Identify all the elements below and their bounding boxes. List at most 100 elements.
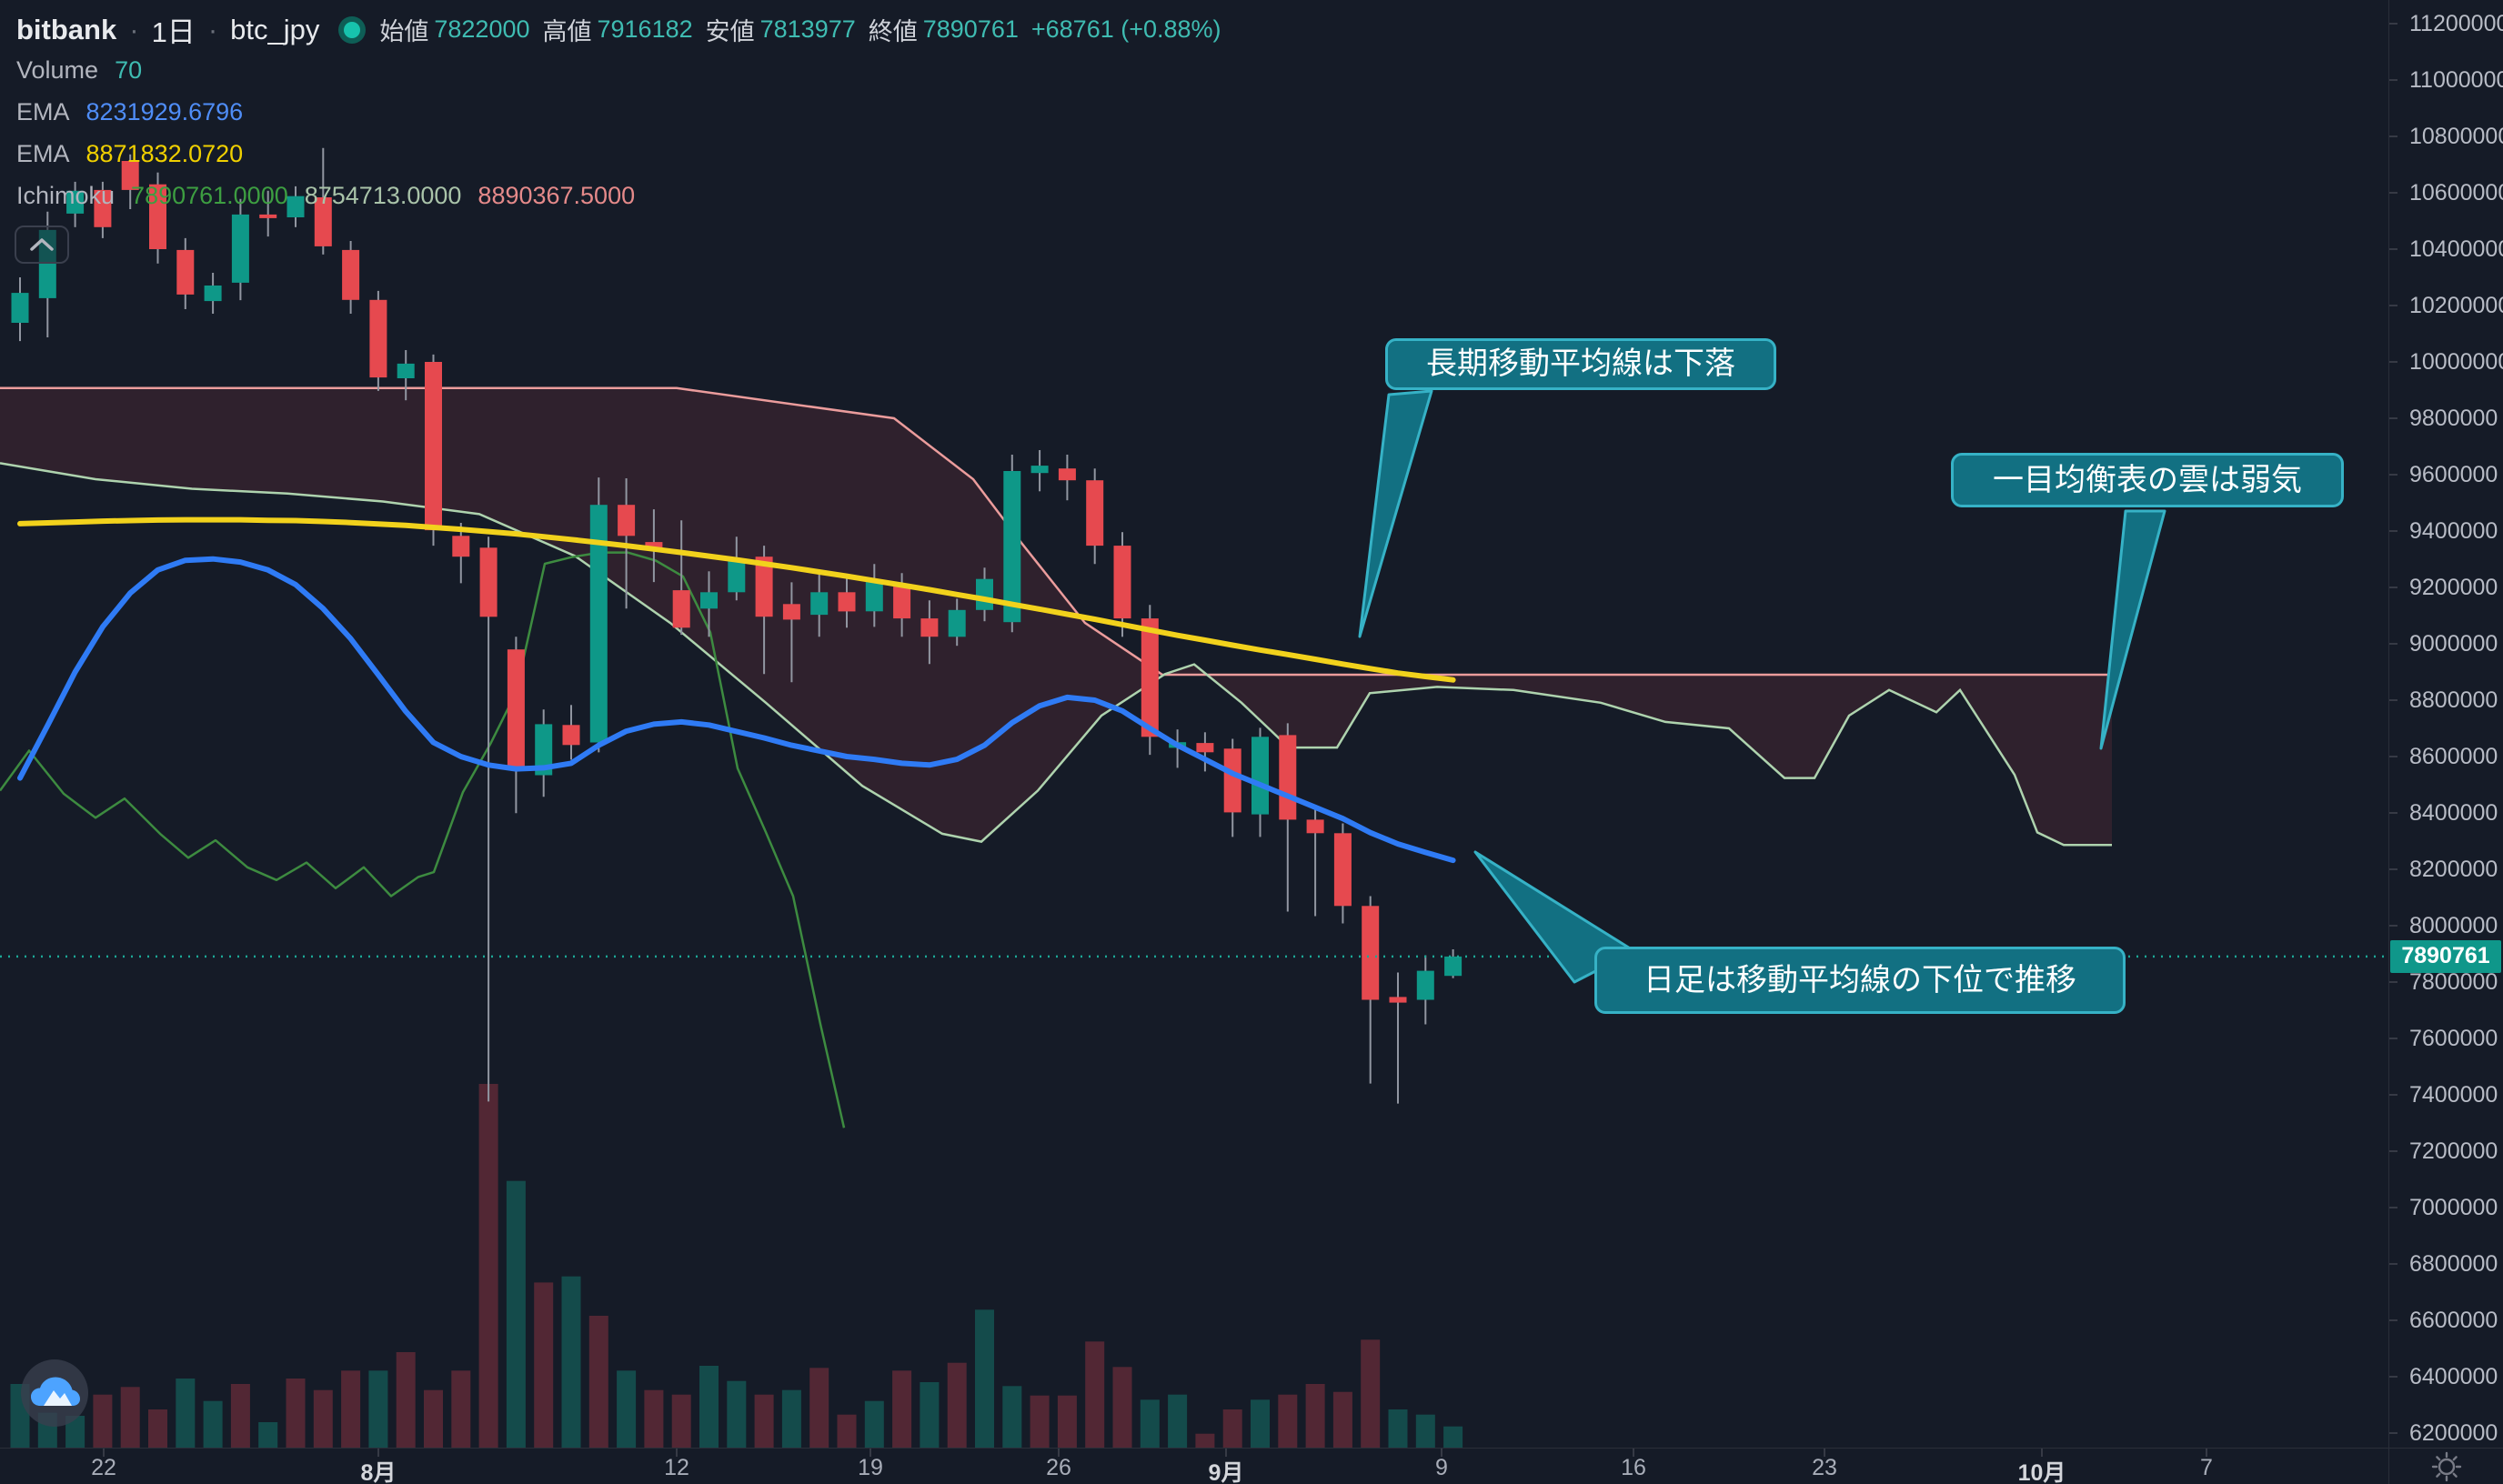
legend-row-ema-slow[interactable]: EMA 8871832.0720 — [16, 140, 243, 168]
price-axis-label: 8000000 — [2409, 913, 2498, 938]
price-axis-label: 7600000 — [2409, 1026, 2498, 1051]
price-axis-tick — [2389, 812, 2397, 814]
time-axis-tick — [1058, 1449, 1060, 1457]
price-axis-tick — [2389, 1094, 2397, 1096]
ichimoku-label: Ichimoku — [16, 182, 116, 209]
legend-row-ichimoku[interactable]: Ichimoku 7890761.0000 8754713.0000 88903… — [16, 182, 635, 210]
price-axis-label: 10200000 — [2409, 293, 2503, 318]
price-axis-tick — [2389, 417, 2397, 419]
price-axis-tick — [2389, 1432, 2397, 1434]
price-axis-tick — [2389, 643, 2397, 645]
price-axis-label: 10800000 — [2409, 124, 2503, 149]
price-axis-label: 7400000 — [2409, 1082, 2498, 1108]
time-axis-label: 26 — [1046, 1455, 1071, 1480]
chart-pane[interactable]: bitbank · 1日 · btc_jpy 始値 7822000 高値 791… — [0, 0, 2388, 1448]
price-axis-label: 8200000 — [2409, 857, 2498, 882]
price-axis-tick — [2389, 1263, 2397, 1265]
price-axis-tick — [2389, 192, 2397, 194]
chart-canvas[interactable] — [0, 0, 2388, 1448]
legend-row-ema-fast[interactable]: EMA 8231929.6796 — [16, 98, 243, 126]
market-status-icon — [338, 15, 367, 44]
time-axis[interactable]: 22 8月 12 19 26 9月 9 16 23 10月 7 — [0, 1448, 2503, 1484]
ema-slow-label: EMA — [16, 140, 70, 167]
price-axis-tick — [2389, 1319, 2397, 1321]
price-axis-label: 6200000 — [2409, 1420, 2498, 1446]
price-axis-label: 7800000 — [2409, 969, 2498, 995]
price-axis-label: 9600000 — [2409, 462, 2498, 487]
price-axis-tick — [2389, 530, 2397, 532]
ema-slow-value: 8871832.0720 — [85, 140, 244, 167]
price-axis-tick — [2389, 981, 2397, 983]
close-label: 終値 — [868, 18, 918, 45]
pair-name[interactable]: btc_jpy — [230, 13, 320, 45]
price-axis-tick — [2389, 1150, 2397, 1152]
symbol-header[interactable]: bitbank · 1日 · btc_jpy 始値 7822000 高値 791… — [16, 9, 1221, 50]
time-axis-label: 9 — [1435, 1455, 1448, 1480]
ichimoku-cloud — [0, 387, 2112, 846]
low-value: 7813977 — [759, 15, 856, 43]
price-axis-label: 6600000 — [2409, 1308, 2498, 1333]
callout-annotation[interactable]: 日足は移動平均線の下位で推移 — [1594, 947, 2126, 1014]
time-axis-tick — [2041, 1449, 2043, 1457]
time-axis-label: 7 — [2200, 1455, 2213, 1480]
time-axis-tick — [1441, 1449, 1442, 1457]
price-axis-label: 7000000 — [2409, 1195, 2498, 1220]
callout-annotation[interactable]: 長期移動平均線は下落 — [1385, 338, 1776, 390]
separator: · — [207, 13, 218, 45]
price-axis-label: 10600000 — [2409, 180, 2503, 206]
volume-value: 70 — [115, 56, 143, 84]
time-axis-label: 22 — [91, 1455, 116, 1480]
legend-row-volume[interactable]: Volume 70 — [16, 56, 142, 85]
timeframe[interactable]: 1日 — [151, 16, 196, 48]
last-price-badge: 7890761 — [2390, 939, 2501, 973]
ichimoku-chikou-value: 7890761.0000 — [131, 182, 288, 209]
time-axis-tick — [1633, 1449, 1634, 1457]
price-axis-tick — [2389, 925, 2397, 927]
price-axis-label: 6800000 — [2409, 1251, 2498, 1277]
price-axis-label: 9400000 — [2409, 518, 2498, 544]
time-axis-tick — [1225, 1449, 1227, 1457]
callout-annotation[interactable]: 一目均衡表の雲は弱気 — [1951, 453, 2344, 507]
ema-fast-value: 8231929.6796 — [85, 98, 244, 125]
ichimoku-senkou-a-value: 8754713.0000 — [304, 182, 462, 209]
time-axis-tick — [377, 1449, 379, 1457]
price-axis[interactable]: 7890761 11200000 11000000 10800000 10600000… — [2388, 0, 2503, 1448]
time-axis-label: 23 — [1812, 1455, 1837, 1480]
time-axis-tick — [870, 1449, 871, 1457]
volume-label: Volume — [16, 56, 99, 84]
axis-settings-icon[interactable] — [2428, 1449, 2465, 1484]
price-axis-label: 8600000 — [2409, 744, 2498, 769]
price-axis-tick — [2389, 79, 2397, 81]
price-axis-tick — [2389, 587, 2397, 588]
price-axis-label: 10000000 — [2409, 349, 2503, 375]
time-axis-label: 10月 — [2017, 1460, 2066, 1484]
time-axis-label: 16 — [1621, 1455, 1646, 1480]
open-value: 7822000 — [434, 15, 530, 43]
volume-bars — [10, 1084, 1463, 1448]
open-label: 始値 — [379, 18, 429, 45]
time-axis-label: 19 — [858, 1455, 883, 1480]
chart-logo-icon[interactable] — [20, 1359, 89, 1428]
callout-tail — [1358, 389, 1433, 638]
ema-slow-line — [17, 516, 1456, 683]
price-axis-tick — [2389, 23, 2397, 25]
ichimoku-senkou-b-value: 8890367.5000 — [477, 182, 636, 209]
price-axis-label: 6400000 — [2409, 1364, 2498, 1389]
time-axis-tick — [2206, 1449, 2207, 1457]
exchange-name[interactable]: bitbank — [16, 13, 117, 45]
price-axis-label: 7200000 — [2409, 1138, 2498, 1164]
separator: · — [129, 13, 139, 45]
ema-fast-line — [17, 556, 1456, 864]
price-axis-tick — [2389, 756, 2397, 757]
collapse-legend-button[interactable] — [15, 226, 69, 264]
axis-corner — [2388, 1448, 2503, 1484]
chikou-line — [0, 551, 846, 1128]
low-label: 安値 — [705, 18, 755, 45]
price-axis-tick — [2389, 474, 2397, 476]
time-axis-tick — [676, 1449, 678, 1457]
time-axis-tick — [103, 1449, 105, 1457]
price-axis-tick — [2389, 248, 2397, 250]
price-axis-label: 11000000 — [2409, 67, 2503, 93]
price-axis-label: 8800000 — [2409, 687, 2498, 713]
